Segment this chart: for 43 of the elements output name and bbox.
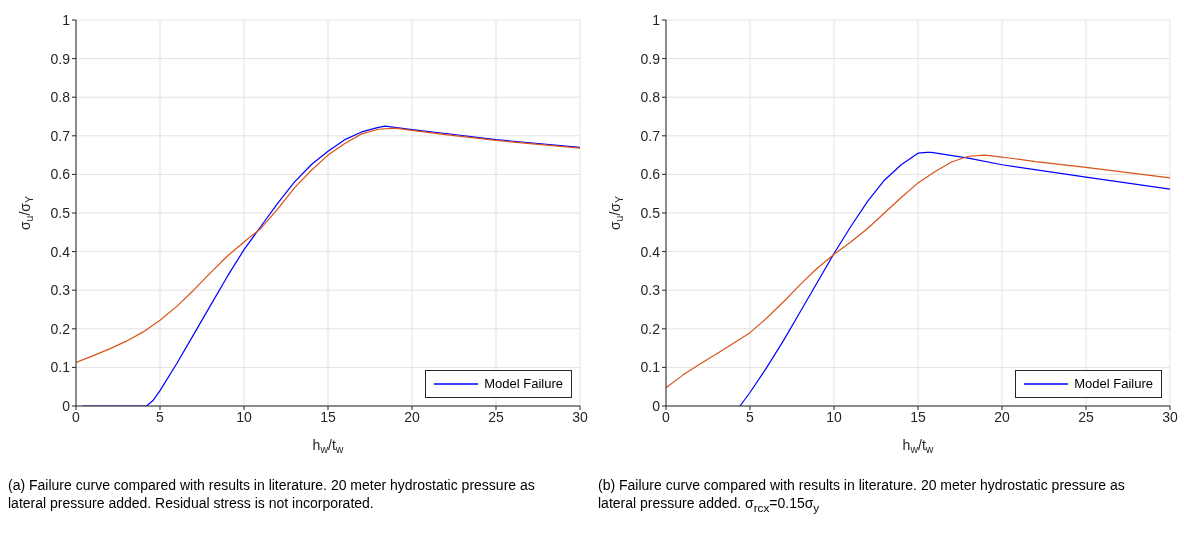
y-tick-label: 0	[652, 397, 661, 414]
x-tick-label: 25	[488, 408, 504, 425]
y-tick-label: 1	[62, 11, 71, 28]
y-tick-label: 0.8	[640, 89, 661, 106]
y-tick-label: 0.3	[640, 282, 661, 299]
y-tick-label: 0.2	[640, 320, 661, 337]
x-tick-label: 5	[746, 408, 755, 425]
legend-label: Model Failure	[1074, 375, 1153, 393]
line-series	[666, 154, 1170, 389]
y-tick-label: 0.6	[50, 166, 71, 183]
x-tick-label: 25	[1078, 408, 1094, 425]
legend-label: Model Failure	[484, 375, 563, 393]
y-tick-label: 0.9	[50, 50, 71, 67]
x-tick-label: 15	[320, 408, 336, 425]
line-series	[76, 127, 580, 363]
y-tick-label: 0.2	[50, 320, 71, 337]
line-series	[739, 151, 1170, 406]
x-tick-label: 20	[404, 408, 420, 425]
y-tick-label: 0.7	[50, 127, 71, 144]
y-tick-label: 1	[652, 11, 661, 28]
x-tick-label: 10	[826, 408, 842, 425]
x-tick-label: 30	[572, 408, 588, 425]
x-tick-label: 15	[910, 408, 926, 425]
x-tick-label: 10	[236, 408, 252, 425]
y-tick-label: 0.9	[640, 50, 661, 67]
x-tick-label: 30	[1162, 408, 1178, 425]
y-tick-label: 0.1	[50, 359, 71, 376]
y-tick-label: 0.5	[50, 204, 71, 221]
x-axis-title: h$_{w}$/t$_{w}$	[312, 437, 344, 456]
x-axis-title: h$_{w}$/t$_{w}$	[902, 437, 934, 456]
y-tick-label: 0.4	[50, 243, 71, 260]
text: (b) Failure curve compared with results in literature. 20 meter hydrostatic pressure as lateral pressure added. σ$_{rcx}$=0.15σ$_{y}$	[598, 476, 1126, 516]
y-tick-label: 0.7	[640, 127, 661, 144]
text: (a) Failure curve compared with results in literature. 20 meter hydrostatic pressure as lateral pressure added. Residual stress is not incorporated.	[8, 476, 536, 512]
y-tick-label: 0.1	[640, 359, 661, 376]
y-tick-label: 0.6	[640, 166, 661, 183]
x-tick-label: 20	[994, 408, 1010, 425]
y-tick-label: 0.8	[50, 89, 71, 106]
y-tick-label: 0.5	[640, 204, 661, 221]
y-tick-label: 0.4	[640, 243, 661, 260]
y-tick-label: 0.3	[50, 282, 71, 299]
x-tick-label: 5	[156, 408, 165, 425]
y-tick-label: 0	[62, 397, 71, 414]
